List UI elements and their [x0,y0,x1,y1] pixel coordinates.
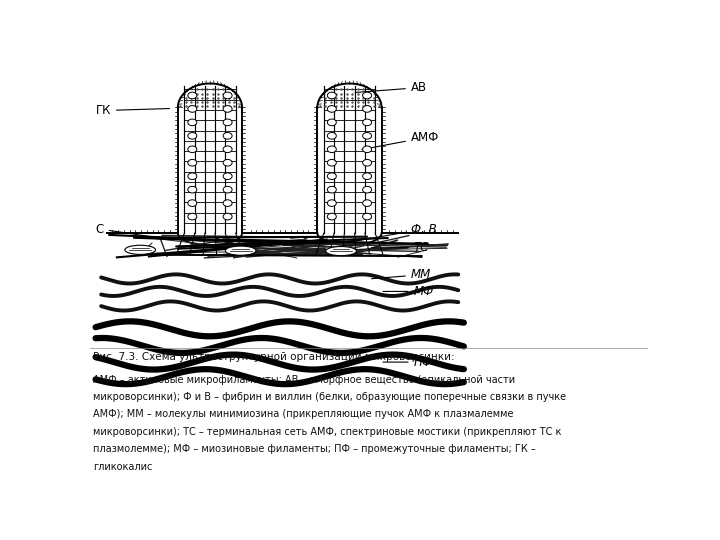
Ellipse shape [328,132,336,139]
Ellipse shape [363,92,372,99]
Text: ТС: ТС [372,241,429,254]
Text: ММ: ММ [372,268,431,281]
Text: АМФ); ММ – молекулы минимиозина (прикрепляющие пучок АМФ к плазмалемме: АМФ); ММ – молекулы минимиозина (прикреп… [93,409,513,420]
Ellipse shape [188,132,197,139]
Ellipse shape [125,245,156,254]
Ellipse shape [363,173,372,179]
Ellipse shape [188,200,197,206]
Ellipse shape [188,119,197,126]
Ellipse shape [223,119,232,126]
Ellipse shape [188,173,197,179]
Ellipse shape [363,186,372,193]
Ellipse shape [363,159,372,166]
Ellipse shape [328,159,336,166]
Ellipse shape [363,146,372,153]
Ellipse shape [363,119,372,126]
Text: микроворсинки); Ф и В – фибрин и виллин (белки, образующие поперечные связки в п: микроворсинки); Ф и В – фибрин и виллин … [93,392,566,402]
Text: ГК: ГК [96,104,169,117]
Ellipse shape [223,146,232,153]
Text: микроворсинки); ТС – терминальная сеть АМФ, спектриновые мостики (прикрепляют ТС: микроворсинки); ТС – терминальная сеть А… [93,427,561,437]
Ellipse shape [223,92,232,99]
Ellipse shape [188,159,197,166]
Text: Ф, В: Ф, В [356,222,436,241]
Text: гликокалис: гликокалис [93,462,152,472]
Ellipse shape [363,213,372,220]
Text: ПФ: ПФ [383,356,433,369]
Ellipse shape [328,186,336,193]
Ellipse shape [328,213,336,220]
Text: АМФ: АМФ [362,131,439,150]
Ellipse shape [328,119,336,126]
Ellipse shape [188,106,197,112]
Text: плазмолемме); МФ – миозиновые филаменты; ПФ – промежуточные филаменты; ГК –: плазмолемме); МФ – миозиновые филаменты;… [93,444,536,455]
Text: МФ: МФ [383,285,434,298]
Ellipse shape [188,146,197,153]
Ellipse shape [328,146,336,153]
Ellipse shape [223,186,232,193]
Ellipse shape [363,132,372,139]
Ellipse shape [223,200,232,206]
Text: АВ: АВ [355,81,427,94]
Ellipse shape [225,246,256,255]
Ellipse shape [223,132,232,139]
Ellipse shape [328,200,336,206]
Ellipse shape [188,213,197,220]
Ellipse shape [328,173,336,179]
Ellipse shape [223,173,232,179]
Ellipse shape [223,213,232,220]
Ellipse shape [223,159,232,166]
Ellipse shape [188,92,197,99]
Ellipse shape [363,106,372,112]
Ellipse shape [328,106,336,112]
Ellipse shape [325,246,356,255]
Text: АМФ – актиновые микрофиламенты; АВ – аморфное вещество (апикальной части: АМФ – актиновые микрофиламенты; АВ – амо… [93,375,515,384]
Text: Рис. 7.3. Схема ультраструктурной организации микроворсинки:: Рис. 7.3. Схема ультраструктурной органи… [93,352,454,362]
Ellipse shape [363,200,372,206]
Ellipse shape [188,186,197,193]
Ellipse shape [328,92,336,99]
Ellipse shape [223,106,232,112]
Text: С: С [96,222,167,239]
